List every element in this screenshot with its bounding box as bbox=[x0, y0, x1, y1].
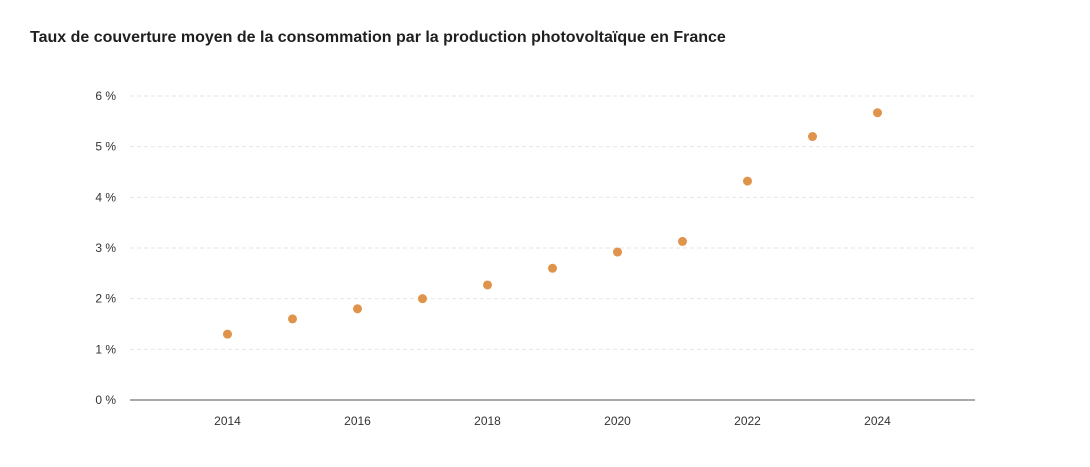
data-point[interactable] bbox=[353, 304, 362, 314]
data-point[interactable] bbox=[808, 132, 817, 142]
y-tick-label: 3 % bbox=[95, 241, 116, 255]
y-tick-label: 6 % bbox=[95, 89, 116, 103]
y-tick-label: 5 % bbox=[95, 140, 116, 154]
y-tick-label: 0 % bbox=[95, 393, 116, 407]
x-tick-label: 2014 bbox=[214, 414, 241, 428]
chart-title: Taux de couverture moyen de la consommat… bbox=[30, 29, 726, 46]
data-point[interactable] bbox=[288, 314, 297, 324]
data-point[interactable] bbox=[613, 247, 622, 257]
y-tick-label: 2 % bbox=[95, 292, 116, 306]
data-point[interactable] bbox=[483, 280, 492, 290]
data-point[interactable] bbox=[743, 176, 752, 186]
data-point[interactable] bbox=[678, 236, 687, 246]
y-tick-label: 1 % bbox=[95, 342, 116, 356]
data-point[interactable] bbox=[548, 263, 557, 273]
x-tick-label: 2016 bbox=[344, 414, 371, 428]
data-point[interactable] bbox=[418, 294, 427, 304]
data-point[interactable] bbox=[223, 329, 232, 339]
x-tick-label: 2024 bbox=[864, 414, 891, 428]
data-point[interactable] bbox=[873, 108, 882, 118]
x-tick-label: 2020 bbox=[604, 414, 631, 428]
x-tick-label: 2022 bbox=[734, 414, 761, 428]
y-tick-label: 4 % bbox=[95, 190, 116, 204]
x-tick-label: 2018 bbox=[474, 414, 501, 428]
